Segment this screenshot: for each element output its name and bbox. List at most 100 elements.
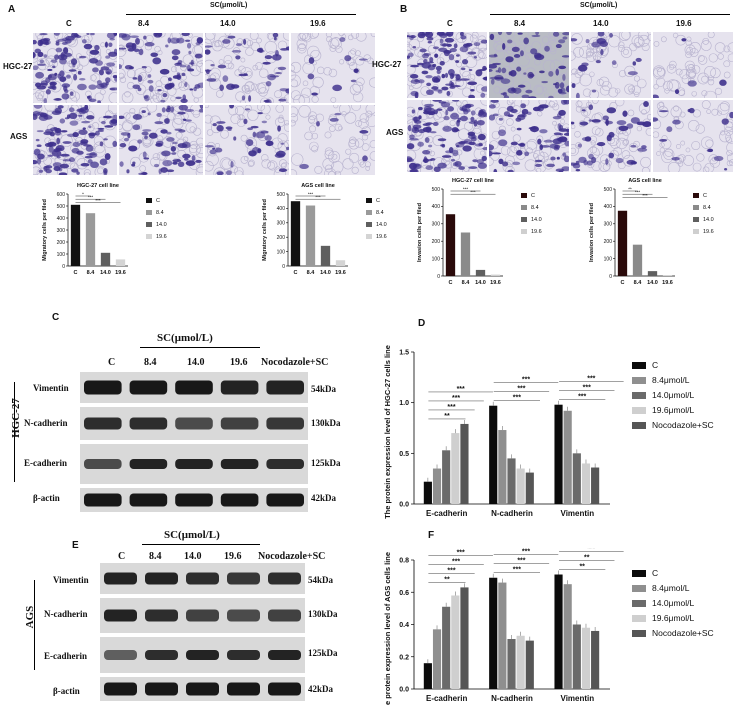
stained-cell (86, 33, 90, 35)
blot-e-actin (100, 677, 305, 701)
stained-cell (558, 65, 567, 70)
bar (442, 450, 451, 504)
stained-cell (187, 68, 195, 72)
pore (613, 146, 623, 156)
pore (218, 59, 224, 65)
stained-cell (550, 156, 556, 161)
stained-cell (445, 109, 449, 116)
legend-label: 14.0 (376, 222, 387, 228)
stained-cell (104, 41, 108, 48)
cell-label-e: AGS (24, 605, 36, 629)
stained-cell (706, 148, 714, 153)
blot-band (84, 459, 122, 469)
pore (338, 33, 345, 37)
pore (323, 67, 332, 76)
pore (661, 151, 674, 164)
stained-cell (119, 64, 123, 70)
stained-cell (334, 112, 342, 116)
stained-cell (472, 159, 478, 163)
blot-band (84, 417, 122, 430)
pore (308, 115, 318, 125)
pore (121, 91, 134, 103)
stained-cell (539, 129, 548, 134)
pore (44, 105, 57, 112)
pore (244, 81, 255, 93)
stained-cell (102, 115, 113, 119)
pore (548, 36, 556, 44)
treatment-header-e: SC(μmol/L) (164, 529, 220, 541)
pore (119, 124, 123, 130)
stained-cell (588, 104, 594, 111)
micrograph-b-hgc27-14-0 (571, 32, 651, 98)
pore (706, 109, 711, 114)
pore (311, 95, 319, 103)
significance-label: *** (642, 193, 648, 198)
pore (309, 125, 317, 133)
stained-cell (618, 125, 629, 132)
stained-cell (609, 33, 613, 38)
pore (99, 89, 106, 95)
pore (608, 35, 621, 48)
pore (680, 140, 686, 146)
stained-cell (57, 38, 66, 42)
stained-cell (155, 140, 164, 146)
stained-cell (171, 55, 179, 61)
pore (260, 105, 271, 115)
stained-cell (166, 137, 175, 142)
pore (608, 87, 619, 98)
stained-cell (141, 131, 149, 136)
stained-cell (59, 70, 65, 77)
stained-cell (69, 120, 79, 126)
pore (298, 43, 306, 51)
legend-label: C (652, 360, 658, 370)
col-label-b-8-4: 8.4 (514, 19, 526, 28)
stained-cell (45, 77, 51, 84)
bar (554, 574, 563, 689)
pore (240, 155, 249, 164)
blot-e-kda-ncadherin: 130kDa (308, 609, 338, 619)
stained-cell (216, 171, 224, 175)
legend-label: C (156, 198, 160, 204)
pore (110, 71, 117, 84)
bar (423, 663, 432, 689)
stained-cell (45, 128, 54, 134)
pore (595, 128, 604, 137)
blot-e-label-ncadherin: N-cadherin (44, 609, 88, 619)
pore (714, 42, 726, 53)
pore (459, 65, 471, 77)
stained-cell (523, 37, 529, 45)
blot-c-kda-ecadherin: 125kDa (311, 458, 341, 468)
stained-cell (653, 94, 659, 98)
stained-cell (502, 161, 509, 167)
stained-cell (34, 48, 42, 54)
stained-cell (410, 64, 420, 68)
blot-band (268, 682, 301, 696)
blot-band (266, 380, 304, 395)
stained-cell (581, 62, 589, 67)
pore (223, 55, 233, 64)
stained-cell (160, 129, 168, 134)
significance-label: *** (95, 198, 101, 203)
significance-label: *** (315, 195, 321, 200)
stained-cell (470, 116, 475, 122)
stained-cell (143, 35, 147, 40)
stained-cell (432, 100, 442, 102)
stained-cell (138, 48, 144, 56)
stained-cell (272, 33, 279, 38)
stained-cell (216, 125, 224, 132)
pore (552, 120, 557, 126)
stained-cell (525, 89, 533, 94)
stained-cell (184, 157, 189, 161)
bar (115, 259, 126, 266)
pore (477, 35, 487, 44)
pore (691, 141, 701, 151)
blot-band (227, 609, 260, 622)
stained-cell (64, 117, 69, 120)
stained-cell (68, 112, 78, 119)
stained-cell (63, 52, 73, 58)
stained-cell (562, 74, 566, 81)
pore (351, 166, 359, 174)
stained-cell (635, 57, 642, 62)
pore (560, 119, 565, 124)
stained-cell (616, 120, 627, 126)
